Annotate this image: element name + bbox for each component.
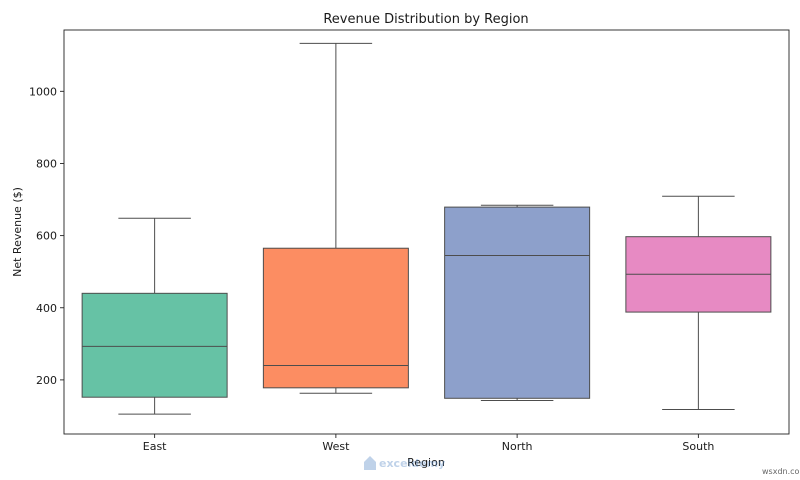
exceldemy-watermark: exceldemy [364, 456, 445, 470]
iqr-box [262, 247, 409, 389]
y-tick-label: 1000 [29, 85, 57, 98]
exceldemy-watermark-text: exceldemy [379, 457, 445, 470]
chart-title: Revenue Distribution by Region [323, 12, 528, 27]
y-tick-label: 800 [36, 157, 57, 170]
box-south [625, 195, 772, 410]
box-west [262, 42, 409, 394]
y-tick-label: 600 [36, 230, 57, 243]
exceldemy-logo-icon [364, 456, 376, 470]
x-axis: East West North South [143, 434, 714, 453]
x-tick-label: East [143, 440, 167, 453]
iqr-box [81, 292, 228, 398]
plot-frame [63, 29, 790, 435]
iqr-box [444, 206, 591, 399]
y-tick-label: 400 [36, 302, 57, 315]
x-tick-label: North [502, 440, 533, 453]
boxes-group [81, 42, 772, 415]
box-east [81, 217, 228, 415]
y-axis-label: Net Revenue ($) [11, 187, 24, 277]
x-tick-label: West [322, 440, 350, 453]
x-tick-label: South [682, 440, 714, 453]
y-axis: 200 400 600 800 1000 [29, 85, 64, 387]
box-north [444, 204, 591, 401]
y-tick-label: 200 [36, 374, 57, 387]
x-axis-label: Region [407, 456, 445, 469]
site-watermark: wsxdn.com [762, 467, 800, 476]
